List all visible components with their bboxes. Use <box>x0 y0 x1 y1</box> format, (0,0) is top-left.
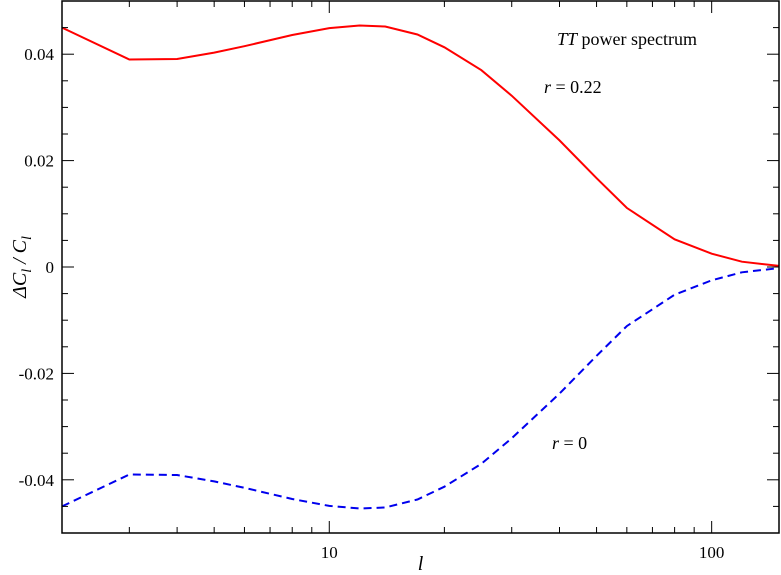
y-tick-label: 0.02 <box>24 152 54 171</box>
y-tick-label: 0 <box>46 258 55 277</box>
y-tick-label: 0.04 <box>24 45 54 64</box>
label-r0-variable: r <box>552 433 560 453</box>
x-axis-label: l <box>418 553 424 575</box>
x-tick-label: 100 <box>699 543 725 562</box>
title-italic-part: TT <box>557 29 579 49</box>
plot-frame <box>61 0 780 534</box>
ylabel-subscript: l <box>20 269 35 273</box>
series-line-r-022 <box>61 24 780 267</box>
title-rest-part: power spectrum <box>577 29 697 49</box>
series-label-r-022: r = 0.22 <box>544 77 602 97</box>
ticks-layer: 10 100 -0.04 -0.02 0 0.02 0.04 <box>19 0 779 562</box>
label-r0-value: = 0 <box>559 433 587 453</box>
y-tick-label: -0.02 <box>19 364 54 383</box>
ylabel-subscript: l <box>20 236 35 240</box>
series-line-r-0 <box>61 267 780 510</box>
label-r022-value: = 0.22 <box>551 77 602 97</box>
series-label-r-0: r = 0 <box>552 433 587 453</box>
ylabel-part: / C <box>9 239 31 269</box>
x-tick-label: 10 <box>321 543 338 562</box>
y-axis-label: ΔCl / Cl <box>9 236 35 299</box>
series-layer <box>61 24 780 510</box>
label-r022-variable: r <box>544 77 552 97</box>
chart-title-annotation: TT power spectrum <box>557 29 697 49</box>
ylabel-part: ΔC <box>9 272 31 299</box>
y-tick-label: -0.04 <box>19 471 55 490</box>
